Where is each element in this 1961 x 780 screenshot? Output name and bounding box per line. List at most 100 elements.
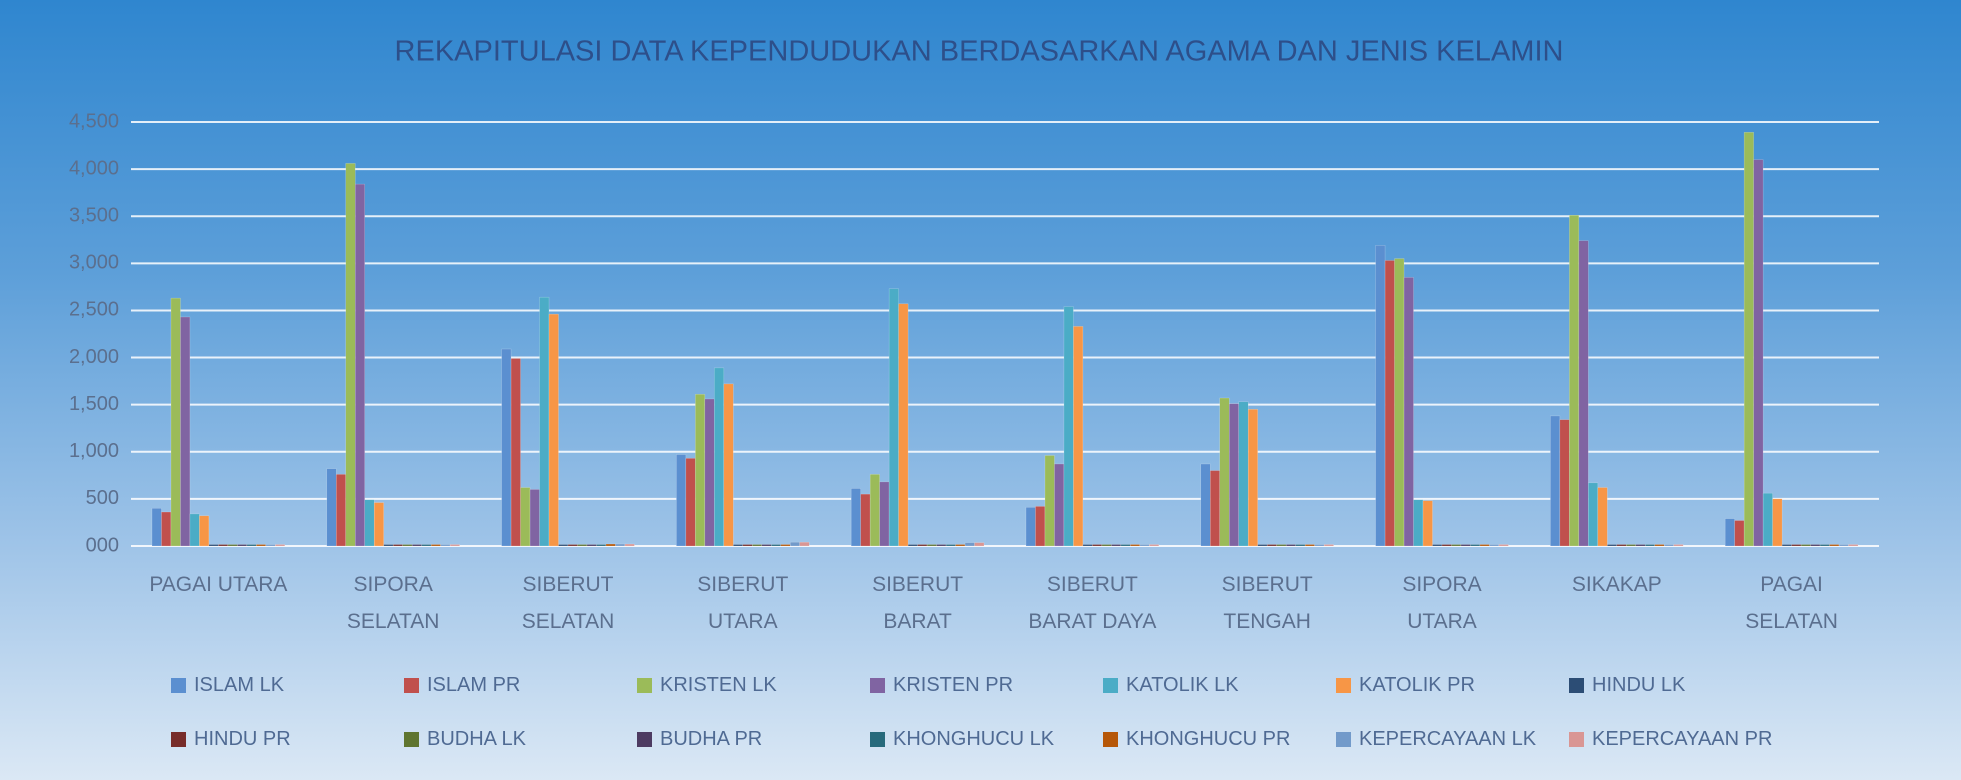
- bar: [1276, 544, 1287, 547]
- bar: [1762, 492, 1773, 547]
- legend-swatch: [404, 732, 419, 747]
- y-tick-label: 1,500: [69, 393, 119, 415]
- bar: [1149, 544, 1160, 547]
- legend-item: KRISTEN LK: [637, 674, 777, 697]
- bar: [1063, 306, 1074, 547]
- bar: [1673, 544, 1684, 547]
- bar: [440, 544, 451, 547]
- bar: [227, 544, 238, 547]
- y-tick-label: 2,500: [69, 299, 119, 321]
- bar: [373, 502, 384, 547]
- x-tick-label: SIBERUT UTARA: [697, 573, 789, 633]
- bar: [421, 544, 432, 547]
- legend-swatch: [1103, 678, 1118, 693]
- y-tick-label: 4,500: [69, 110, 119, 132]
- bar: [752, 544, 763, 547]
- bar: [1791, 544, 1802, 547]
- bar: [1616, 544, 1627, 547]
- legend-item: BUDHA LK: [404, 728, 526, 751]
- bar: [1800, 544, 1811, 547]
- bar: [733, 544, 744, 547]
- bar: [1559, 419, 1570, 547]
- legend-swatch: [1336, 732, 1351, 747]
- bar: [780, 544, 791, 547]
- bar: [1819, 544, 1830, 547]
- bar: [336, 474, 347, 547]
- legend-label: KEPERCAYAAN LK: [1359, 728, 1537, 750]
- y-tick-label: 500: [86, 487, 119, 509]
- bar: [449, 544, 460, 547]
- bar: [326, 468, 337, 547]
- bar: [161, 511, 172, 547]
- bar: [539, 296, 550, 547]
- bar: [974, 542, 985, 547]
- legend-label: KATOLIK PR: [1359, 674, 1475, 696]
- bar: [354, 183, 365, 547]
- bar: [596, 544, 607, 547]
- bar: [265, 544, 276, 547]
- y-tick-label: 4,000: [69, 157, 119, 179]
- bar: [402, 544, 413, 547]
- legend-label: KHONGHUCU LK: [893, 728, 1055, 750]
- x-tick-label: SIBERUT SELATAN: [521, 573, 615, 633]
- bar: [1635, 544, 1646, 547]
- bar: [615, 543, 626, 547]
- bar: [510, 358, 521, 547]
- legend-item: KATOLIK LK: [1103, 674, 1239, 697]
- legend-swatch: [1569, 732, 1584, 747]
- bar: [1645, 544, 1656, 547]
- bar: [170, 297, 181, 547]
- legend-item: KATOLIK PR: [1336, 674, 1475, 697]
- bar: [1304, 544, 1315, 547]
- bar: [1578, 240, 1589, 547]
- bar: [501, 348, 512, 547]
- legend-item: KHONGHUCU LK: [870, 728, 1054, 751]
- bar: [789, 541, 800, 547]
- legend-item: HINDU PR: [171, 728, 291, 751]
- x-tick-label: SIBERUT TENGAH: [1221, 573, 1313, 633]
- legend-item: BUDHA PR: [637, 728, 762, 751]
- bar: [676, 454, 687, 547]
- bar: [1829, 544, 1840, 547]
- x-tick-label: SIPORA UTARA: [1402, 573, 1482, 633]
- bar: [1498, 544, 1509, 547]
- bar: [945, 544, 956, 547]
- bar: [577, 544, 588, 547]
- bar: [1838, 544, 1849, 547]
- bar: [1569, 214, 1580, 547]
- bar: [1550, 415, 1561, 547]
- bar: [548, 313, 559, 547]
- bar: [907, 544, 918, 547]
- bar: [1441, 544, 1452, 547]
- bar: [430, 544, 441, 547]
- bar: [1753, 159, 1764, 547]
- bar: [860, 493, 871, 547]
- bar: [898, 303, 909, 547]
- legend-item: HINDU LK: [1569, 674, 1685, 697]
- bar: [704, 398, 715, 547]
- bar: [180, 316, 191, 547]
- bar: [345, 163, 356, 547]
- bar: [723, 383, 734, 547]
- bar: [1479, 544, 1490, 547]
- bar: [926, 544, 937, 547]
- bar: [246, 544, 257, 547]
- bar: [685, 458, 696, 547]
- legend-label: KRISTEN LK: [660, 674, 777, 696]
- bar: [1044, 455, 1055, 547]
- bar: [383, 544, 394, 547]
- legend-swatch: [637, 678, 652, 693]
- bar: [1210, 470, 1221, 547]
- bar: [1375, 245, 1386, 547]
- legend-label: BUDHA PR: [660, 728, 763, 750]
- bar: [1295, 544, 1306, 547]
- x-tick-label: SIBERUT BARAT: [872, 573, 964, 633]
- bar: [1626, 544, 1637, 547]
- chart-title: REKAPITULASI DATA KEPENDUDUKAN BERDASARK…: [395, 36, 1564, 68]
- legend-label: KATOLIK LK: [1126, 674, 1239, 696]
- bar: [1247, 409, 1258, 547]
- bar: [917, 544, 928, 547]
- bar: [1588, 482, 1599, 547]
- bar: [1035, 506, 1046, 547]
